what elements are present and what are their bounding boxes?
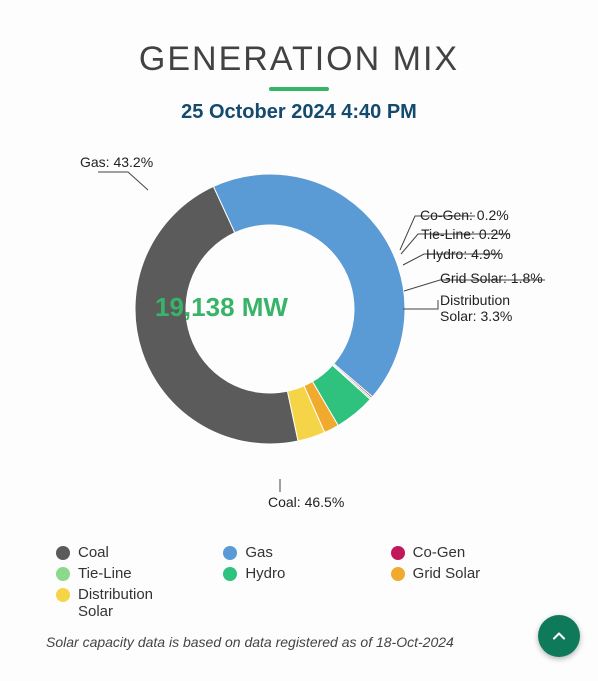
slice-label: Grid Solar: 1.8% (440, 270, 543, 286)
legend: Coal Gas Co-Gen Tie-Line Hydro Grid Solar Dist… (0, 544, 598, 620)
legend-item-tie-line: Tie-Line (56, 565, 215, 582)
legend-dot (56, 588, 70, 602)
title-underline (269, 87, 329, 91)
legend-item-co-gen: Co-Gen (391, 544, 550, 561)
slice-label: DistributionSolar: 3.3% (440, 292, 512, 324)
slice-label: Co-Gen: 0.2% (420, 207, 509, 223)
legend-label: Co-Gen (413, 544, 466, 561)
legend-dot (56, 567, 70, 581)
legend-dot (223, 567, 237, 581)
legend-label: Hydro (245, 565, 285, 582)
legend-label: Distribution Solar (78, 586, 188, 620)
slice-label: Tie-Line: 0.2% (421, 226, 511, 242)
slice-label: Coal: 46.5% (268, 494, 344, 510)
legend-item-coal: Coal (56, 544, 215, 561)
legend-label: Coal (78, 544, 109, 561)
leader-line (403, 300, 438, 309)
page-title: GENERATION MIX (0, 40, 598, 79)
legend-item-grid-solar: Grid Solar (391, 565, 550, 582)
legend-dot (223, 546, 237, 560)
legend-dot (391, 546, 405, 560)
donut-slice-gas (213, 174, 405, 397)
donut-svg (0, 134, 598, 544)
slice-label: Hydro: 4.9% (426, 246, 503, 262)
slice-label: Gas: 43.2% (80, 154, 153, 170)
donut-chart: 19,138 MW Coal: 46.5%Gas: 43.2%Co-Gen: 0… (0, 134, 598, 544)
footnote: Solar capacity data is based on data reg… (0, 620, 598, 650)
scroll-to-top-button[interactable] (538, 615, 580, 657)
generation-mix-widget: GENERATION MIX 25 October 2024 4:40 PM 1… (0, 0, 598, 681)
legend-item-distribution-solar: Distribution Solar (56, 586, 215, 620)
legend-label: Tie-Line (78, 565, 132, 582)
leader-line (98, 172, 148, 190)
chevron-up-icon (549, 626, 569, 646)
legend-dot (391, 567, 405, 581)
timestamp: 25 October 2024 4:40 PM (0, 101, 598, 124)
legend-item-gas: Gas (223, 544, 382, 561)
legend-label: Gas (245, 544, 273, 561)
legend-item-hydro: Hydro (223, 565, 382, 582)
legend-dot (56, 546, 70, 560)
legend-label: Grid Solar (413, 565, 481, 582)
